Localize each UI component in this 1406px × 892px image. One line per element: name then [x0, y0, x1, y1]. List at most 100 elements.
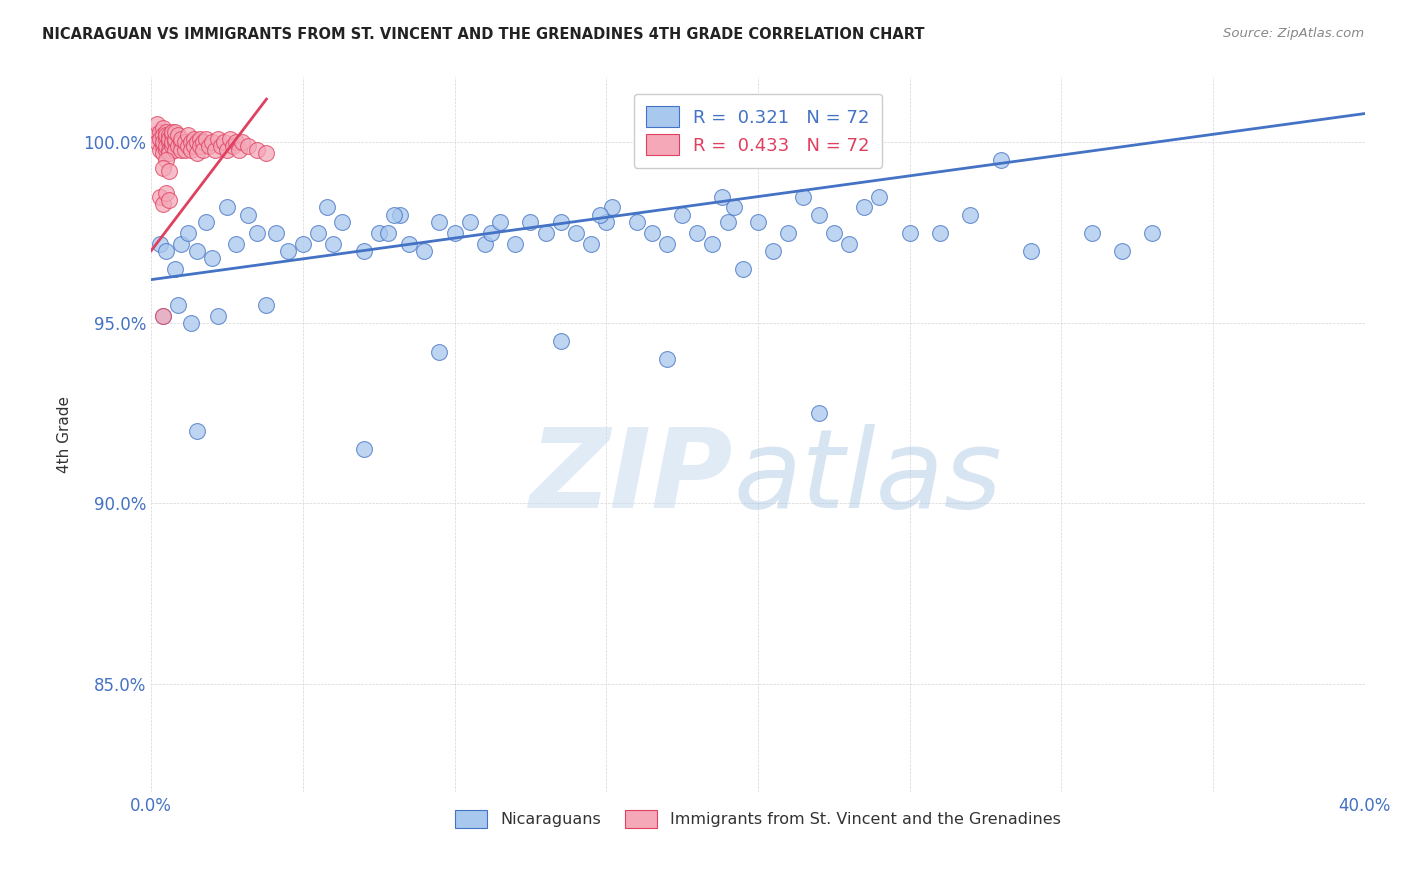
Point	[157, 146, 180, 161]
Point	[641, 226, 664, 240]
Point	[367, 226, 389, 240]
Point	[489, 215, 512, 229]
Point	[565, 226, 588, 240]
Point	[162, 125, 184, 139]
Point	[152, 196, 174, 211]
Point	[157, 143, 180, 157]
Point	[868, 189, 890, 203]
Point	[225, 236, 247, 251]
Point	[152, 120, 174, 135]
Point	[377, 226, 399, 240]
Point	[146, 117, 169, 131]
Point	[201, 136, 224, 150]
Point	[152, 136, 174, 150]
Text: atlas: atlas	[734, 425, 1002, 532]
Point	[710, 189, 733, 203]
Point	[655, 236, 678, 251]
Point	[474, 236, 496, 251]
Point	[183, 139, 205, 153]
Point	[176, 226, 198, 240]
Point	[792, 189, 814, 203]
Point	[194, 132, 217, 146]
Point	[519, 215, 541, 229]
Point	[655, 352, 678, 367]
Point	[149, 143, 172, 157]
Point	[155, 244, 177, 258]
Point	[167, 298, 190, 312]
Point	[155, 128, 177, 143]
Point	[207, 309, 229, 323]
Point	[157, 132, 180, 146]
Point	[990, 153, 1012, 168]
Point	[550, 215, 572, 229]
Point	[807, 406, 830, 420]
Point	[443, 226, 465, 240]
Point	[388, 208, 411, 222]
Point	[762, 244, 785, 258]
Point	[778, 226, 800, 240]
Point	[291, 236, 314, 251]
Point	[167, 128, 190, 143]
Point	[143, 128, 166, 143]
Point	[246, 226, 269, 240]
Point	[162, 139, 184, 153]
Point	[231, 136, 253, 150]
Point	[929, 226, 952, 240]
Point	[238, 208, 260, 222]
Point	[209, 139, 232, 153]
Point	[723, 201, 745, 215]
Point	[194, 215, 217, 229]
Point	[149, 132, 172, 146]
Point	[322, 236, 344, 251]
Point	[330, 215, 353, 229]
Point	[188, 139, 211, 153]
Point	[589, 208, 612, 222]
Point	[167, 139, 190, 153]
Point	[186, 136, 208, 150]
Point	[152, 161, 174, 175]
Point	[155, 143, 177, 157]
Point	[149, 236, 172, 251]
Point	[264, 226, 287, 240]
Point	[188, 132, 211, 146]
Point	[162, 136, 184, 150]
Point	[602, 201, 624, 215]
Point	[898, 226, 921, 240]
Point	[256, 298, 278, 312]
Point	[671, 208, 693, 222]
Point	[180, 143, 202, 157]
Point	[170, 136, 193, 150]
Point	[534, 226, 557, 240]
Point	[155, 125, 177, 139]
Point	[838, 236, 860, 251]
Point	[225, 136, 247, 150]
Point	[157, 128, 180, 143]
Point	[686, 226, 709, 240]
Point	[1111, 244, 1133, 258]
Point	[429, 215, 451, 229]
Point	[152, 128, 174, 143]
Point	[155, 153, 177, 168]
Text: Source: ZipAtlas.com: Source: ZipAtlas.com	[1223, 27, 1364, 40]
Point	[479, 226, 502, 240]
Point	[176, 139, 198, 153]
Point	[382, 208, 405, 222]
Point	[429, 344, 451, 359]
Point	[183, 132, 205, 146]
Point	[626, 215, 648, 229]
Point	[1080, 226, 1102, 240]
Point	[353, 442, 375, 457]
Point	[176, 128, 198, 143]
Point	[146, 136, 169, 150]
Point	[503, 236, 526, 251]
Point	[238, 139, 260, 153]
Point	[155, 132, 177, 146]
Point	[413, 244, 436, 258]
Point	[173, 143, 195, 157]
Point	[595, 215, 617, 229]
Point	[256, 146, 278, 161]
Point	[959, 208, 981, 222]
Point	[170, 236, 193, 251]
Point	[191, 143, 214, 157]
Point	[170, 132, 193, 146]
